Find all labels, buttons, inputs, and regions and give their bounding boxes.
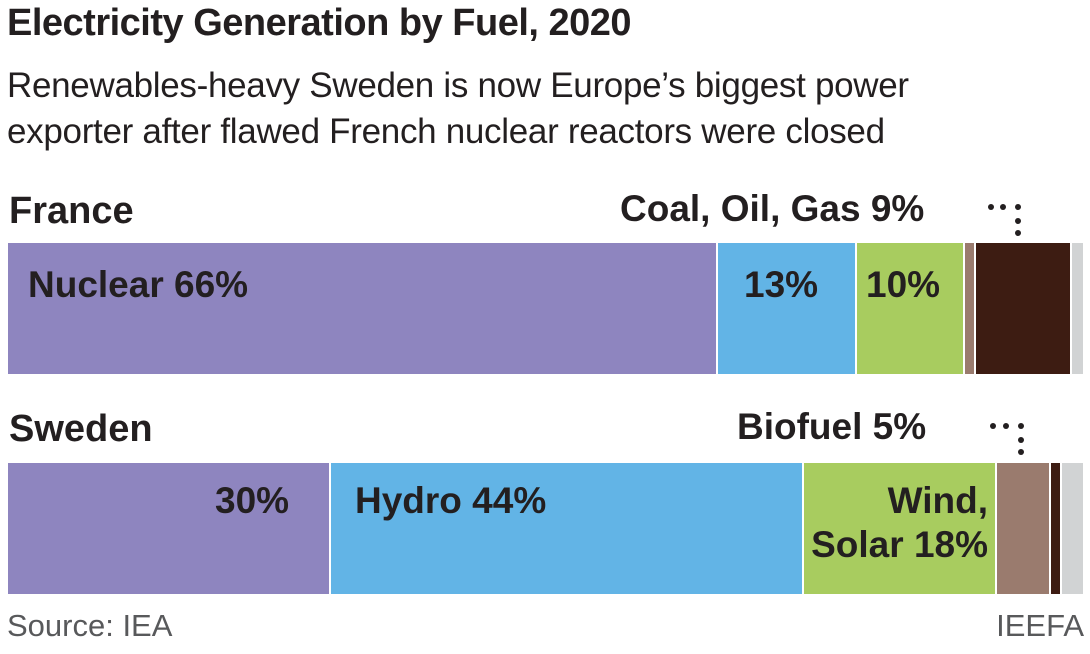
segment-sweden-fossil	[1050, 463, 1060, 594]
label-sweden-wind-solar: Wind, Solar 18%	[811, 480, 988, 565]
label-france-hydro: 13%	[744, 264, 819, 305]
source-note: Source: IEA	[7, 608, 173, 643]
callout-fossil-france: Coal, Oil, Gas 9%	[620, 188, 925, 229]
segment-france-other	[1072, 243, 1083, 374]
segment-sweden-wind-solar	[803, 463, 995, 594]
bar-sweden	[8, 463, 1083, 594]
subtitle-line-2: exporter after flawed French nuclear rea…	[7, 112, 885, 151]
segment-france-nuclear	[8, 243, 716, 374]
chart-title: Electricity Generation by Fuel, 2020	[7, 2, 632, 44]
leader-sweden	[990, 423, 1024, 455]
country-label-france: France	[9, 190, 134, 232]
segment-france-fossil	[975, 243, 1071, 374]
segment-france-hydro	[717, 243, 856, 374]
segment-sweden-hydro	[330, 463, 802, 594]
leader-france	[988, 204, 1021, 236]
label-sweden-hydro: Hydro 44%	[355, 480, 547, 521]
segment-sweden-biofuel	[997, 463, 1049, 594]
segment-france-biofuel	[964, 243, 974, 374]
label-france-wind-solar: 10%	[866, 264, 941, 305]
bar-france	[8, 243, 1083, 374]
segment-sweden-other	[1061, 463, 1083, 594]
country-label-sweden: Sweden	[9, 408, 153, 450]
segment-france-wind-solar	[857, 243, 963, 374]
segment-sweden-nuclear	[8, 463, 329, 594]
label-france-nuclear: Nuclear 66%	[28, 264, 249, 305]
credit-label: IEEFA	[996, 608, 1084, 643]
subtitle-line-1: Renewables-heavy Sweden is now Europe’s …	[7, 66, 909, 105]
callout-biofuel-sweden: Biofuel 5%	[737, 406, 927, 447]
label-sweden-nuclear: 30%	[215, 480, 290, 521]
